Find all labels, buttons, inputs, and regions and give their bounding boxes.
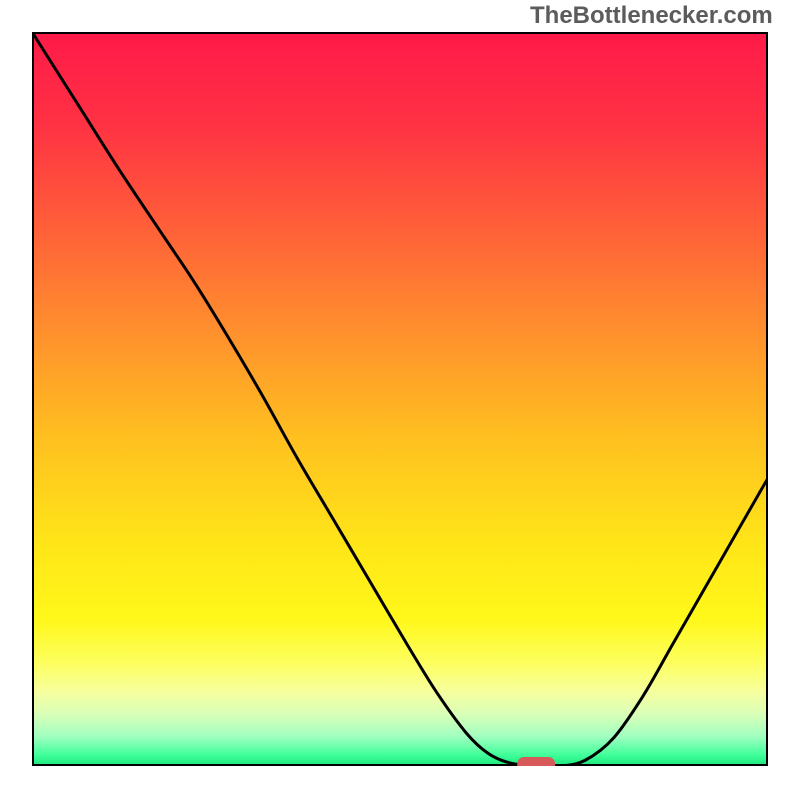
chart-container: TheBottlenecker.com (0, 0, 800, 800)
watermark-text: TheBottlenecker.com (530, 2, 773, 30)
plot-area (32, 32, 768, 766)
gradient-background (32, 32, 768, 766)
